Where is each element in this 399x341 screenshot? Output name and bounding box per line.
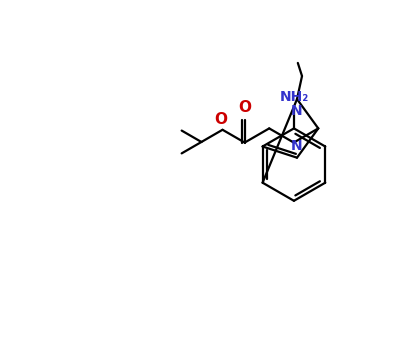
- Text: NH₂: NH₂: [280, 90, 309, 104]
- Text: N: N: [291, 104, 303, 118]
- Text: O: O: [238, 100, 251, 115]
- Text: N: N: [291, 139, 303, 153]
- Text: O: O: [214, 112, 227, 127]
